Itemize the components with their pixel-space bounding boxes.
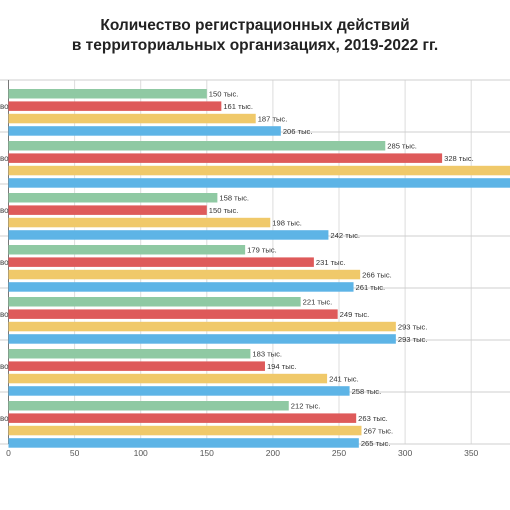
bar-s0-g2 [8, 193, 218, 203]
category-label-1: во [0, 154, 9, 163]
x-tick-label-0: 0 [6, 448, 11, 458]
category-label-5: во [0, 362, 9, 371]
bar-s3-g3 [8, 282, 354, 292]
bar-s3-g0 [8, 126, 281, 136]
value-label-s3-g3: 261 тыс. [356, 283, 386, 292]
bar-s2-g4 [8, 321, 396, 332]
value-label-s0-g4: 221 тыс. [303, 298, 333, 307]
category-label-0: во [0, 102, 9, 111]
bar-s3-g1 [8, 178, 510, 188]
x-tick-label-1: 50 [70, 448, 80, 458]
value-label-s2-g0: 187 тыс. [258, 114, 288, 123]
x-tick-label-3: 150 [200, 448, 214, 458]
value-label-s3-g2: 242 тыс. [330, 231, 360, 240]
value-label-s0-g1: 285 тыс. [387, 142, 417, 151]
bar-s1-g4 [8, 309, 338, 319]
bar-s3-g2 [8, 230, 329, 240]
x-tick-label-4: 200 [266, 448, 280, 458]
bar-s2-g5 [8, 373, 328, 384]
value-label-s1-g3: 231 тыс. [316, 258, 346, 267]
value-label-s0-g5: 183 тыс. [252, 350, 282, 359]
value-label-s3-g6: 265 тыс. [361, 439, 391, 448]
value-label-s1-g5: 194 тыс. [267, 362, 297, 371]
bar-s2-g6 [8, 425, 362, 436]
category-label-3: во [0, 258, 9, 267]
value-label-s1-g4: 249 тыс. [340, 310, 370, 319]
bar-s0-g1 [8, 141, 386, 151]
chart-title-line-2: в территориальных организациях, 2019-202… [71, 37, 439, 54]
bar-s2-g0 [8, 113, 256, 124]
category-label-6: во [0, 414, 9, 423]
category-label-2: во [0, 206, 9, 215]
bar-s0-g5 [8, 349, 251, 359]
category-label-4: во [0, 310, 9, 319]
bar-s2-g3 [8, 269, 361, 280]
bar-s0-g0 [8, 89, 207, 99]
bar-s1-g0 [8, 101, 222, 111]
bar-s0-g6 [8, 401, 289, 411]
bar-s0-g4 [8, 297, 301, 307]
x-tick-label-6: 300 [398, 448, 412, 458]
x-tick-label-5: 250 [332, 448, 346, 458]
bar-s1-g2 [8, 205, 207, 215]
bar-s1-g5 [8, 361, 265, 371]
chart-title: Количество регистрационных действий в те… [0, 16, 510, 56]
bar-s2-g2 [8, 217, 271, 228]
bar-s1-g1 [8, 153, 443, 163]
bar-s3-g5 [8, 386, 350, 396]
value-label-s3-g0: 206 тыс. [283, 127, 313, 136]
x-tick-label-2: 100 [134, 448, 148, 458]
value-label-s2-g3: 266 тыс. [362, 270, 392, 279]
value-label-s0-g0: 150 тыс. [209, 90, 239, 99]
value-label-s3-g5: 258 тыс. [352, 387, 382, 396]
bar-s1-g6 [8, 413, 357, 423]
x-tick-label-7: 350 [464, 448, 478, 458]
value-label-s1-g1: 328 тыс. [444, 154, 474, 163]
bar-s3-g4 [8, 334, 396, 344]
bar-s0-g3 [8, 245, 246, 255]
value-label-s1-g2: 150 тыс. [209, 206, 239, 215]
value-label-s2-g6: 267 тыс. [363, 426, 393, 435]
value-label-s1-g0: 161 тыс. [223, 102, 253, 111]
value-label-s0-g3: 179 тыс. [247, 246, 277, 255]
value-label-s2-g5: 241 тыс. [329, 374, 359, 383]
value-label-s1-g6: 263 тыс. [358, 414, 388, 423]
value-label-s0-g6: 212 тыс. [291, 402, 321, 411]
value-label-s2-g4: 293 тыс. [398, 322, 428, 331]
bar-s3-g6 [8, 438, 359, 448]
value-label-s2-g2: 198 тыс. [272, 218, 302, 227]
bar-s1-g3 [8, 257, 314, 267]
value-label-s0-g2: 158 тыс. [219, 194, 249, 203]
chart-title-line-1: Количество регистрационных действий [100, 17, 410, 34]
bar-s2-g1 [8, 165, 510, 176]
value-label-s3-g4: 293 тыс. [398, 335, 428, 344]
